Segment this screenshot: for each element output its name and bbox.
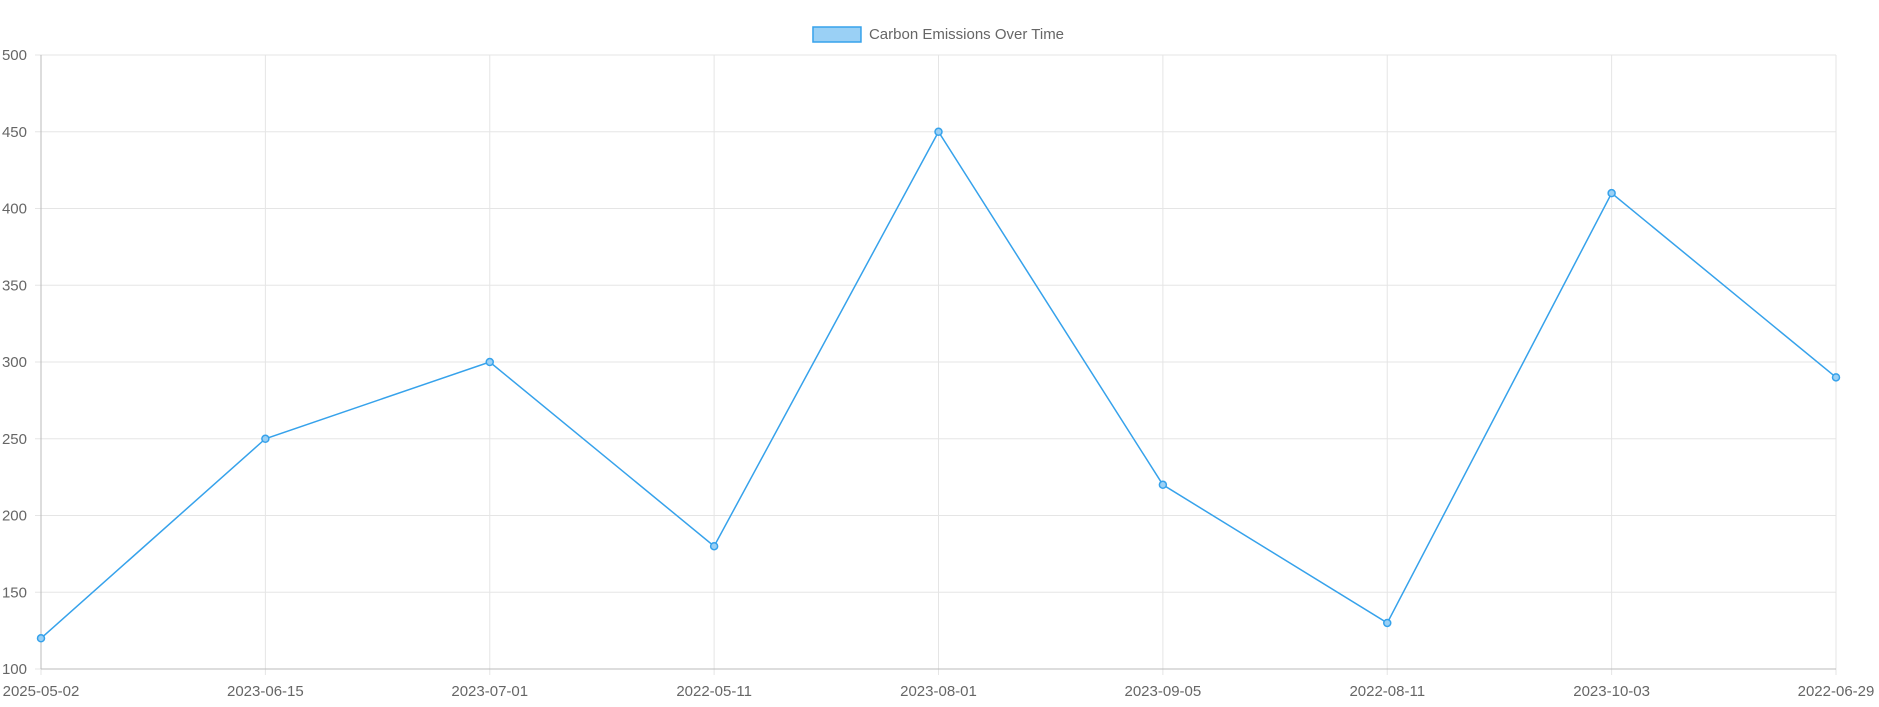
legend-swatch[interactable] <box>812 26 862 43</box>
y-axis-ticks: 100 150 200 250 300 350 400 450 500 <box>2 47 27 678</box>
y-tick-label: 100 <box>2 661 27 678</box>
data-point <box>1607 188 1616 198</box>
data-point <box>261 434 270 443</box>
y-tick-label: 500 <box>2 47 27 64</box>
y-tick-label: 200 <box>2 508 27 525</box>
data-point <box>709 541 719 551</box>
x-tick-label: 2022-08-11 <box>1349 683 1425 700</box>
data-point <box>485 357 494 367</box>
x-tick-label: 2023-10-03 <box>1573 683 1650 700</box>
y-tick-label: 450 <box>2 124 27 141</box>
legend-label[interactable]: Carbon Emissions Over Time <box>869 26 1064 43</box>
axes <box>35 54 1837 675</box>
data-point <box>1158 480 1168 490</box>
x-tick-label: 2023-06-15 <box>227 683 304 700</box>
y-tick-label: 300 <box>2 354 27 371</box>
x-tick-label: 2023-09-05 <box>1125 683 1202 700</box>
x-tick-label: 2022-05-11 <box>676 683 752 700</box>
y-tick-label: 250 <box>2 431 27 448</box>
data-point <box>36 634 46 643</box>
x-axis-ticks: 2025-05-02 2023-06-15 2023-07-01 2022-05-11… <box>3 683 1875 700</box>
legend[interactable]: Carbon Emissions Over Time <box>812 26 1064 43</box>
series <box>36 127 1841 643</box>
y-tick-label: 350 <box>2 277 27 294</box>
data-point <box>1831 373 1841 382</box>
y-tick-label: 150 <box>2 584 27 601</box>
x-tick-label: 2025-05-02 <box>3 683 80 700</box>
y-tick-label: 400 <box>2 201 27 218</box>
x-tick-label: 2022-06-29 <box>1798 683 1875 700</box>
grid-lines <box>40 54 1837 670</box>
x-tick-label: 2023-07-01 <box>451 683 528 700</box>
data-point <box>1383 618 1392 628</box>
data-point <box>934 127 943 136</box>
x-tick-label: 2023-08-01 <box>900 683 977 700</box>
